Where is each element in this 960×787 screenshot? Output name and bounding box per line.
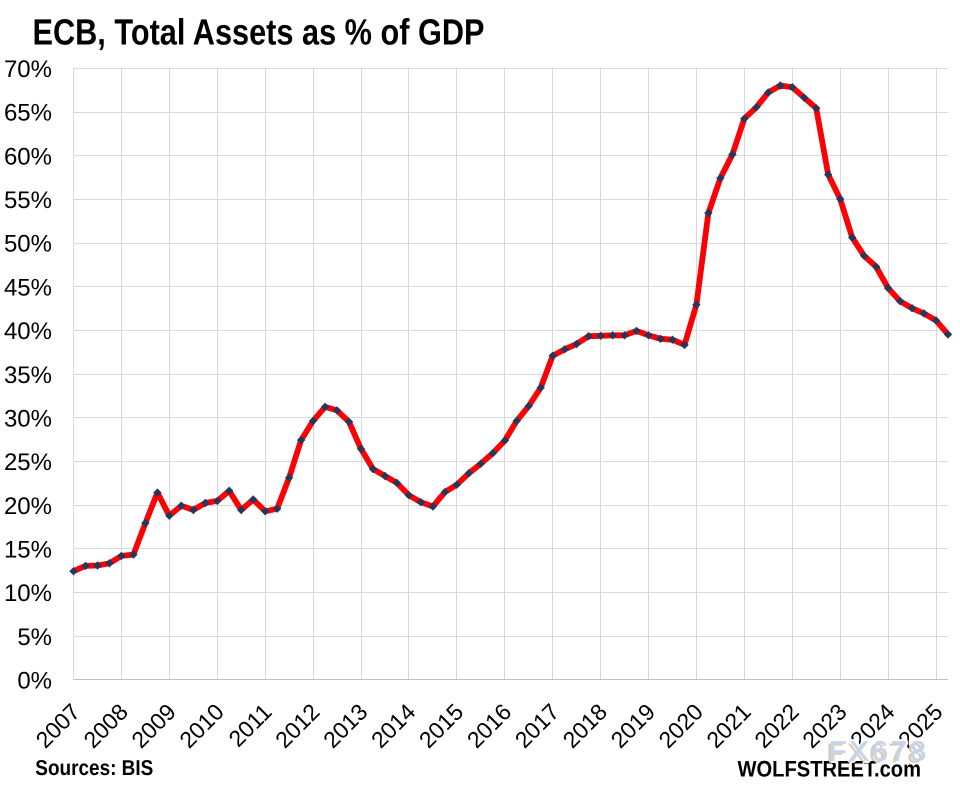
svg-text:FX678: FX678: [829, 736, 929, 767]
svg-text:30%: 30%: [4, 405, 52, 432]
svg-text:55%: 55%: [4, 187, 52, 214]
svg-text:FX678: FX678: [826, 738, 926, 769]
svg-text:WOLFSTREET.com: WOLFSTREET.com: [738, 757, 922, 782]
svg-text:35%: 35%: [4, 362, 52, 389]
svg-text:40%: 40%: [4, 318, 52, 345]
svg-text:60%: 60%: [4, 143, 52, 170]
svg-text:70%: 70%: [4, 56, 52, 83]
svg-text:65%: 65%: [4, 100, 52, 127]
svg-text:10%: 10%: [4, 580, 52, 607]
svg-text:ECB, Total Assets as % of GDP: ECB, Total Assets as % of GDP: [33, 12, 485, 53]
svg-text:20%: 20%: [4, 493, 52, 520]
svg-text:15%: 15%: [4, 537, 52, 564]
svg-text:50%: 50%: [4, 231, 52, 258]
svg-text:5%: 5%: [17, 624, 52, 651]
svg-text:Sources: BIS: Sources: BIS: [35, 756, 153, 780]
svg-text:FX678: FX678: [829, 736, 929, 767]
svg-text:0%: 0%: [17, 668, 52, 695]
svg-text:45%: 45%: [4, 274, 52, 301]
svg-text:25%: 25%: [4, 449, 52, 476]
